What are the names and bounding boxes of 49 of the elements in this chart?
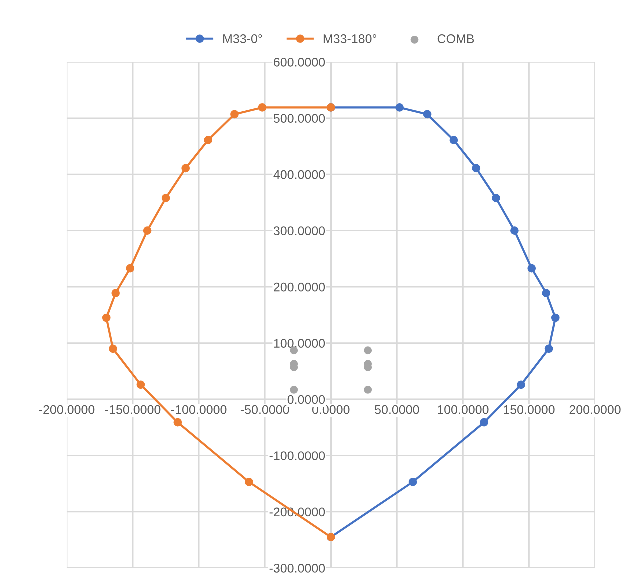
y-tick-label: 300.0000 bbox=[274, 226, 326, 236]
point bbox=[174, 418, 182, 427]
x-tick-label: 200.0000 bbox=[570, 405, 621, 414]
point bbox=[258, 104, 267, 112]
point bbox=[364, 346, 372, 355]
x-tick-label: -50.0000 bbox=[240, 405, 290, 414]
x-tick-label: 100.0000 bbox=[438, 405, 489, 414]
y-tick-label: 0.0000 bbox=[288, 395, 326, 404]
point bbox=[492, 194, 500, 202]
point bbox=[544, 344, 554, 354]
point bbox=[290, 386, 298, 394]
point bbox=[423, 110, 432, 119]
point bbox=[204, 136, 212, 144]
point bbox=[551, 314, 560, 322]
point bbox=[109, 344, 118, 354]
point bbox=[230, 110, 239, 119]
point bbox=[143, 226, 152, 236]
legend-label: M33-180° bbox=[324, 34, 377, 44]
x-tick-label: -150.0000 bbox=[105, 405, 161, 414]
point bbox=[112, 289, 120, 298]
legend-label: M33-0° bbox=[224, 34, 262, 44]
point bbox=[136, 380, 146, 390]
x-tick-label: -100.0000 bbox=[171, 405, 227, 414]
y-tick-label: 500.0000 bbox=[274, 114, 326, 124]
point bbox=[162, 194, 170, 202]
point bbox=[364, 386, 372, 394]
x-tick-label: 150.0000 bbox=[504, 405, 555, 414]
point bbox=[102, 314, 111, 322]
point bbox=[480, 418, 488, 427]
x-tick-label: 50.0000 bbox=[375, 405, 420, 414]
point bbox=[396, 104, 404, 112]
y-tick-label: 600.0000 bbox=[274, 58, 326, 67]
point bbox=[126, 264, 135, 273]
y-tick-label: -300.0000 bbox=[270, 564, 326, 573]
point bbox=[528, 264, 536, 273]
x-tick-label: -200.0000 bbox=[39, 405, 95, 414]
y-tick-label: -100.0000 bbox=[270, 452, 326, 460]
y-tick-label: 100.0000 bbox=[274, 339, 326, 348]
y-tick-label: 400.0000 bbox=[274, 170, 326, 180]
point bbox=[472, 164, 481, 173]
legend-label: COMB bbox=[438, 34, 474, 44]
point bbox=[542, 289, 551, 298]
point bbox=[182, 164, 190, 173]
point bbox=[450, 136, 458, 144]
point bbox=[245, 478, 254, 486]
point bbox=[408, 478, 418, 486]
point bbox=[510, 226, 519, 236]
point bbox=[517, 380, 526, 390]
y-tick-label: 200.0000 bbox=[274, 282, 326, 292]
